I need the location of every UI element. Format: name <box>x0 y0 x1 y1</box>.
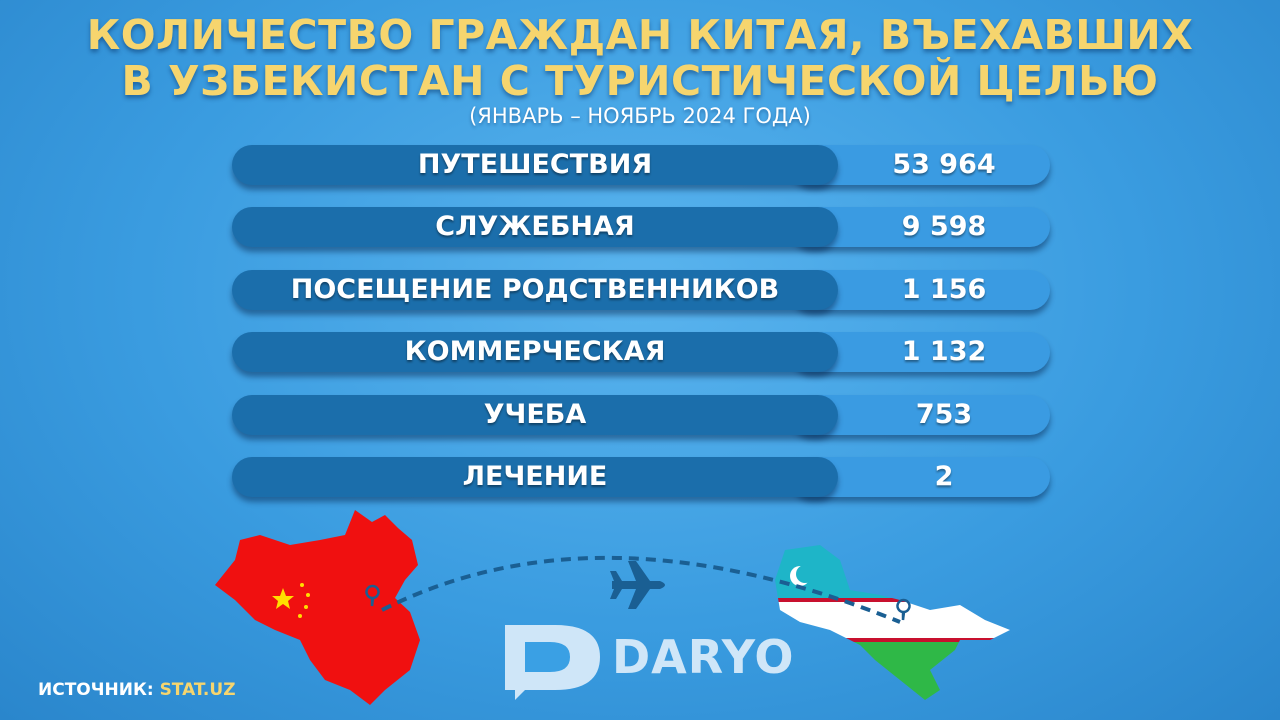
source: ИСТОЧНИК: STAT.UZ <box>38 680 236 700</box>
table-row: ПОСЕЩЕНИЕ РОДСТВЕННИКОВ 1 156 <box>232 270 1050 310</box>
airplane-icon <box>610 561 665 609</box>
daryo-logo-icon <box>505 625 600 700</box>
uzbekistan-map <box>775 545 1010 700</box>
daryo-logo-text: DARYO <box>612 630 795 684</box>
flight-path <box>381 555 901 624</box>
table-row: СЛУЖЕБНАЯ 9 598 <box>232 207 1050 247</box>
row-value: 53 964 <box>892 149 996 180</box>
table-row: КОММЕРЧЕСКАЯ 1 132 <box>232 332 1050 372</box>
source-link[interactable]: STAT.UZ <box>159 680 236 700</box>
row-label: СЛУЖЕБНАЯ <box>232 207 838 247</box>
row-label: ПУТЕШЕСТВИЯ <box>232 145 838 185</box>
source-label: ИСТОЧНИК: <box>38 680 154 700</box>
table-row: ПУТЕШЕСТВИЯ 53 964 <box>232 145 1050 185</box>
row-value: 9 598 <box>901 211 987 242</box>
row-value: 753 <box>915 399 973 430</box>
china-map <box>215 510 420 705</box>
table-row: УЧЕБА 753 <box>232 395 1050 435</box>
title-line-2: В УЗБЕКИСТАН С ТУРИСТИЧЕСКОЙ ЦЕЛЬЮ <box>121 57 1159 105</box>
row-label: ЛЕЧЕНИЕ <box>232 457 838 497</box>
row-value: 2 <box>934 461 954 492</box>
star-icon <box>272 588 294 609</box>
location-pin-icon <box>365 584 911 621</box>
row-label: ПОСЕЩЕНИЕ РОДСТВЕННИКОВ <box>232 270 838 310</box>
subtitle: (ЯНВАРЬ – НОЯБРЬ 2024 ГОДА) <box>469 104 811 128</box>
table-row: ЛЕЧЕНИЕ 2 <box>232 457 1050 497</box>
row-value: 1 132 <box>901 336 987 367</box>
row-value: 1 156 <box>901 274 987 305</box>
row-label: КОММЕРЧЕСКАЯ <box>232 332 838 372</box>
row-label: УЧЕБА <box>232 395 838 435</box>
title-line-1: КОЛИЧЕСТВО ГРАЖДАН КИТАЯ, ВЪЕХАВШИХ <box>86 11 1194 59</box>
